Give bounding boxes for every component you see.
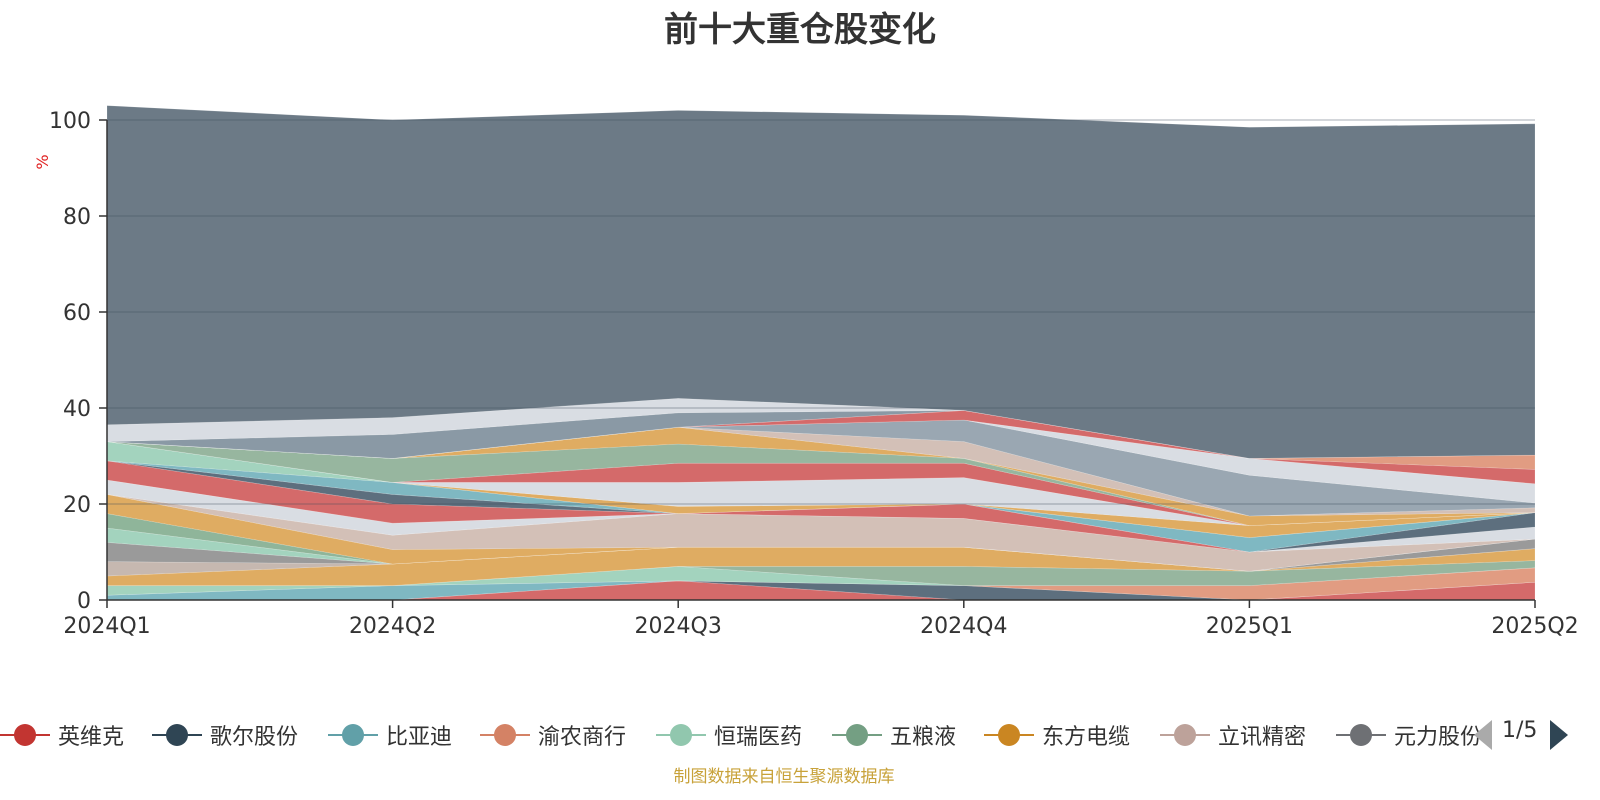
legend-item-4[interactable]: 恒瑞医药 bbox=[656, 718, 802, 752]
series-area-29[interactable] bbox=[106, 398, 1536, 459]
y-tick-label-4: 80 bbox=[63, 205, 91, 230]
y-tick-label-5: 100 bbox=[49, 109, 91, 134]
axes bbox=[99, 119, 1536, 608]
series-area-15[interactable] bbox=[106, 460, 1536, 553]
legend-marker-icon bbox=[152, 718, 202, 752]
legend: 英维克 歌尔股份 比亚迪 渝农商行 恒瑞医药 五粮液 东方电缆 立讯精密 元力股份 bbox=[0, 718, 1480, 752]
legend-marker-icon bbox=[1336, 718, 1386, 752]
legend-item-3[interactable]: 渝农商行 bbox=[480, 718, 626, 752]
gridlines bbox=[107, 119, 1535, 505]
x-tick-label-1: 2024Q2 bbox=[349, 614, 436, 639]
series-areas bbox=[106, 105, 1536, 601]
tick-labels: 0 20 40 60 80 100 2024Q1 2024Q2 2024Q3 2024Q4 2025… bbox=[49, 109, 1579, 639]
legend-label: 东方电缆 bbox=[1042, 725, 1131, 750]
legend-prev-page-button[interactable] bbox=[1474, 720, 1492, 750]
legend-label: 英维克 bbox=[58, 725, 125, 750]
legend-pager: 1/5 bbox=[1472, 716, 1600, 754]
legend-marker-icon bbox=[984, 718, 1034, 752]
legend-page-indicator: 1/5 bbox=[1502, 718, 1538, 743]
legend-item-7[interactable]: 立讯精密 bbox=[1160, 718, 1306, 752]
x-tick-label-2: 2024Q3 bbox=[635, 614, 722, 639]
legend-label: 元力股份 bbox=[1394, 725, 1480, 750]
y-tick-label-0: 0 bbox=[77, 589, 91, 614]
legend-item-6[interactable]: 东方电缆 bbox=[984, 718, 1130, 752]
legend-label: 恒瑞医药 bbox=[714, 725, 803, 750]
y-tick-label-3: 60 bbox=[63, 301, 91, 326]
legend-item-1[interactable]: 歌尔股份 bbox=[152, 718, 298, 752]
legend-label: 立讯精密 bbox=[1218, 725, 1307, 750]
x-tick-label-0: 2024Q1 bbox=[63, 614, 150, 639]
legend-item-0[interactable]: 英维克 bbox=[0, 718, 124, 752]
legend-marker-icon bbox=[1160, 718, 1210, 752]
y-axis-unit-label: % bbox=[33, 154, 52, 169]
legend-marker-icon bbox=[832, 718, 882, 752]
legend-marker-icon bbox=[656, 718, 706, 752]
legend-item-2[interactable]: 比亚迪 bbox=[328, 718, 452, 752]
legend-next-page-button[interactable] bbox=[1550, 720, 1568, 750]
x-tick-label-4: 2025Q1 bbox=[1206, 614, 1293, 639]
x-tick-label-3: 2024Q4 bbox=[920, 614, 1007, 639]
chart-area: 0 20 40 60 80 100 2024Q1 2024Q2 2024Q3 2024Q4 2025… bbox=[33, 105, 1579, 639]
legend-item-8[interactable]: 元力股份 bbox=[1336, 718, 1480, 752]
legend-marker-icon bbox=[0, 718, 50, 752]
legend-label: 渝农商行 bbox=[538, 725, 627, 750]
y-tick-label-1: 20 bbox=[63, 493, 91, 518]
legend-marker-icon bbox=[480, 718, 530, 752]
chart-title: 前十大重仓股变化 bbox=[664, 10, 936, 50]
legend-label: 比亚迪 bbox=[386, 725, 453, 750]
legend-label: 五粮液 bbox=[890, 725, 957, 750]
series-area-30[interactable] bbox=[106, 105, 1536, 459]
y-tick-label-2: 40 bbox=[63, 397, 91, 422]
source-note: 制图数据来自恒生聚源数据库 bbox=[673, 767, 895, 787]
legend-marker-icon bbox=[328, 718, 378, 752]
x-tick-label-5: 2025Q2 bbox=[1491, 614, 1578, 639]
legend-item-5[interactable]: 五粮液 bbox=[832, 718, 956, 752]
legend-label: 歌尔股份 bbox=[210, 725, 299, 750]
